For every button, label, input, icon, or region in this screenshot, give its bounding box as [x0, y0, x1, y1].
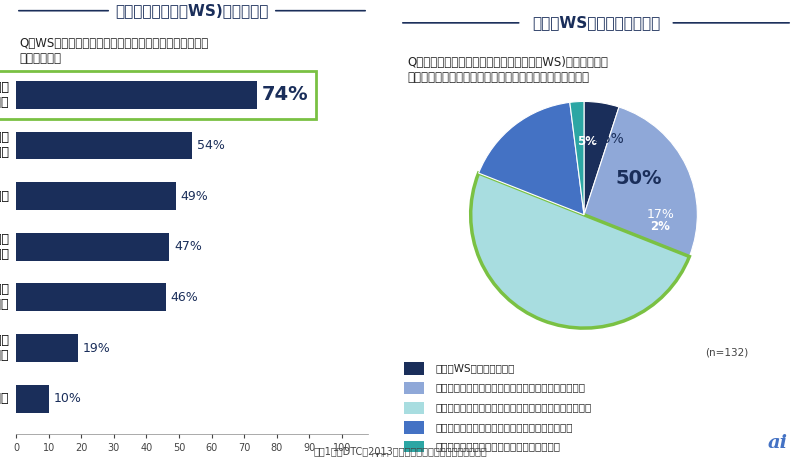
Bar	[16, 182, 176, 210]
Text: 図表1：　DTC「2013年度ワークスタイル実態調査」より: 図表1： DTC「2013年度ワークスタイル実態調査」より	[313, 446, 487, 456]
Wedge shape	[478, 102, 584, 215]
Bar	[16, 334, 78, 362]
Text: 今後のWS変革に関する姿勢: 今後のWS変革に関する姿勢	[532, 16, 660, 30]
Bar	[16, 81, 257, 109]
Text: Q：会社として、今後のワークスタイル（WS)変革に関する
　姿勢について、最もあてはまる項目を選択してください: Q：会社として、今後のワークスタイル（WS)変革に関する 姿勢について、最もあて…	[408, 56, 609, 84]
Text: 変革へのニーズを感じており、現在変革中（推進中）: 変革へのニーズを感じており、現在変革中（推進中）	[435, 383, 586, 393]
Text: 46%: 46%	[171, 291, 198, 304]
Bar	[16, 283, 166, 311]
Text: 5%: 5%	[578, 135, 598, 148]
Text: 54%: 54%	[197, 139, 225, 152]
Wedge shape	[570, 101, 584, 215]
Text: 49%: 49%	[181, 190, 208, 202]
FancyBboxPatch shape	[404, 402, 423, 414]
Text: (n=132): (n=132)	[705, 347, 748, 357]
Text: 変革へのニーズを感じているが、実施には至っていない: 変革へのニーズを感じているが、実施には至っていない	[435, 402, 591, 412]
FancyBboxPatch shape	[404, 382, 423, 394]
Bar	[16, 132, 192, 159]
Text: 17%: 17%	[647, 207, 675, 221]
Wedge shape	[584, 107, 698, 256]
FancyBboxPatch shape	[404, 441, 423, 453]
Text: ai: ai	[768, 435, 788, 452]
FancyBboxPatch shape	[404, 362, 423, 375]
Text: 10%: 10%	[54, 392, 82, 405]
Wedge shape	[584, 101, 619, 215]
Text: Q：WS変革の目的にあてはまる項目を選択してください
（複数選択）: Q：WS変革の目的にあてはまる項目を選択してください （複数選択）	[19, 37, 209, 65]
Text: 74%: 74%	[262, 85, 309, 104]
Text: ワークスタイル（WS)変革の目的: ワークスタイル（WS)変革の目的	[115, 3, 269, 18]
Text: （％）: （％）	[371, 451, 389, 457]
Bar	[16, 385, 49, 413]
Text: 47%: 47%	[174, 240, 202, 253]
Text: 50%: 50%	[615, 169, 662, 187]
Bar	[16, 233, 169, 260]
Text: 変革へのニーズを感じておらず、実施していない: 変革へのニーズを感じておらず、実施していない	[435, 422, 573, 432]
FancyBboxPatch shape	[404, 421, 423, 434]
Wedge shape	[470, 173, 690, 328]
Text: 変革を検討（もしくは一旦推進）したが断念: 変革を検討（もしくは一旦推進）したが断念	[435, 441, 560, 452]
Text: すでにWS変革を実施した: すでにWS変革を実施した	[435, 363, 514, 373]
Text: 26%: 26%	[593, 133, 624, 146]
Text: 19%: 19%	[83, 341, 110, 355]
Text: 2%: 2%	[650, 220, 670, 234]
